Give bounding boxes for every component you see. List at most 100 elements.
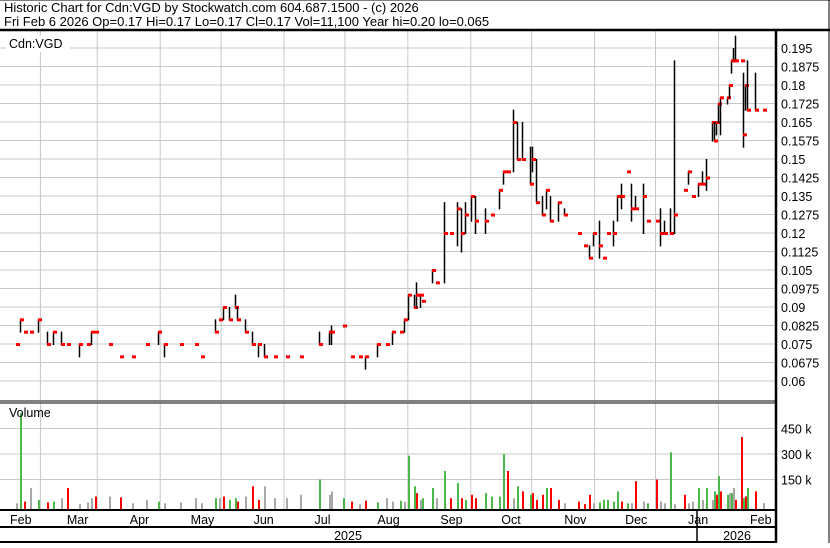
price-bar-close-tick	[670, 232, 674, 235]
price-bar-close-tick	[542, 213, 546, 217]
symbol-label-bg	[6, 36, 70, 52]
volume-bar	[432, 488, 434, 509]
volume-bar	[237, 501, 239, 509]
volume-bar	[660, 501, 662, 509]
volume-bar	[219, 498, 221, 509]
price-bar-close-tick	[16, 343, 20, 346]
volume-bar	[727, 494, 729, 509]
month-label: Apr	[130, 513, 149, 527]
price-bar-close-tick	[359, 355, 363, 359]
volume-bar	[599, 502, 601, 509]
volume-bar	[377, 502, 379, 509]
volume-bar	[408, 455, 410, 509]
volume-bar	[550, 488, 552, 509]
volume-bar	[499, 496, 501, 509]
price-bar-close-tick	[461, 232, 465, 235]
price-tick-label: 0.09	[781, 301, 805, 315]
volume-bar	[245, 496, 247, 509]
volume-bar	[286, 498, 288, 509]
volume-bar	[716, 494, 718, 509]
price-bar-close-tick	[351, 355, 355, 359]
price-bar-close-tick	[532, 158, 536, 161]
price-bar-close-tick	[343, 324, 347, 328]
volume-bar	[252, 486, 254, 509]
price-bar-close-tick	[404, 318, 408, 322]
chart-summary: Fri Feb 6 2026 Op=0.17 Hi=0.17 Lo=0.17 C…	[4, 14, 489, 29]
price-bar-close-tick	[643, 195, 647, 198]
volume-bar	[532, 493, 534, 509]
price-bar-close-tick	[91, 330, 95, 334]
price-bar-close-tick	[400, 330, 404, 334]
volume-bar	[235, 498, 237, 509]
price-bar-close-tick	[30, 330, 34, 334]
volume-bar	[635, 481, 637, 509]
volume-bar	[684, 494, 686, 509]
price-bar-close-tick	[729, 84, 733, 87]
volume-bar	[755, 491, 757, 509]
volume-bars	[16, 413, 765, 509]
month-label: Nov	[564, 513, 587, 527]
volume-tick-label: 300 k	[781, 448, 812, 462]
volume-bar	[735, 499, 737, 509]
volume-title: Volume	[9, 406, 51, 420]
price-bar-close-tick	[491, 213, 495, 217]
volume-bar	[461, 498, 463, 509]
axis-labels: 0.06 0.0675 0.075 0.0825 0.09 0.0975 0.105 0.11…	[10, 42, 819, 543]
volume-bar	[763, 503, 765, 509]
price-bar-close-tick	[120, 355, 124, 359]
price-bar-close-tick	[475, 219, 479, 223]
volume-bar	[656, 479, 658, 509]
price-tick-label: 0.1875	[781, 61, 819, 75]
price-bar-close-tick	[408, 293, 412, 297]
volume-bar	[120, 497, 122, 509]
volume-bar	[718, 476, 720, 509]
volume-bar	[164, 503, 166, 509]
price-bar-close-tick	[599, 244, 603, 248]
volume-tick-label: 450 k	[781, 423, 812, 437]
price-bar-close-tick	[692, 195, 696, 198]
volume-bar	[631, 503, 633, 509]
volume-bar	[329, 494, 331, 509]
price-tick-label: 0.1725	[781, 98, 819, 112]
volume-bar	[365, 500, 367, 509]
volume-bar	[201, 503, 203, 509]
volume-bar	[558, 499, 560, 509]
volume-bar	[513, 498, 515, 509]
price-bar-close-tick	[87, 343, 91, 346]
month-label: Aug	[377, 513, 399, 527]
price-bar-close-tick	[53, 330, 57, 334]
volume-bar	[229, 499, 231, 509]
volume-bar	[392, 501, 394, 509]
volume-bar	[720, 491, 722, 509]
price-bar-close-tick	[714, 139, 718, 143]
volume-bar	[702, 499, 704, 509]
price-tick-label: 0.15	[781, 153, 805, 167]
volume-bar	[664, 503, 666, 509]
volume-bar	[95, 496, 97, 509]
volume-bar	[16, 503, 18, 509]
volume-bar	[20, 413, 22, 509]
volume-bar	[733, 488, 735, 509]
volume-bar	[542, 494, 544, 509]
price-bar-close-tick	[164, 343, 168, 346]
price-bar-close-tick	[61, 343, 65, 346]
volume-bar	[67, 488, 69, 509]
price-bar-close-tick	[386, 343, 390, 346]
price-bar-close-tick	[229, 318, 233, 322]
volume-bar	[47, 502, 49, 509]
volume-bar	[87, 502, 89, 509]
price-bar-close-tick	[24, 330, 28, 334]
price-bar-close-tick	[603, 256, 607, 260]
price-bar-close-tick	[627, 170, 631, 174]
volume-bar	[491, 496, 493, 509]
price-bar-close-tick	[763, 108, 767, 112]
volume-bar	[436, 498, 438, 509]
price-bar-close-tick	[743, 133, 747, 137]
price-bar-close-tick	[550, 219, 554, 223]
price-bar-close-tick	[755, 108, 759, 112]
volume-bar	[706, 488, 708, 509]
price-tick-label: 0.135	[781, 190, 812, 204]
price-bar-close-tick	[79, 343, 83, 346]
price-bar-close-tick	[631, 207, 635, 211]
